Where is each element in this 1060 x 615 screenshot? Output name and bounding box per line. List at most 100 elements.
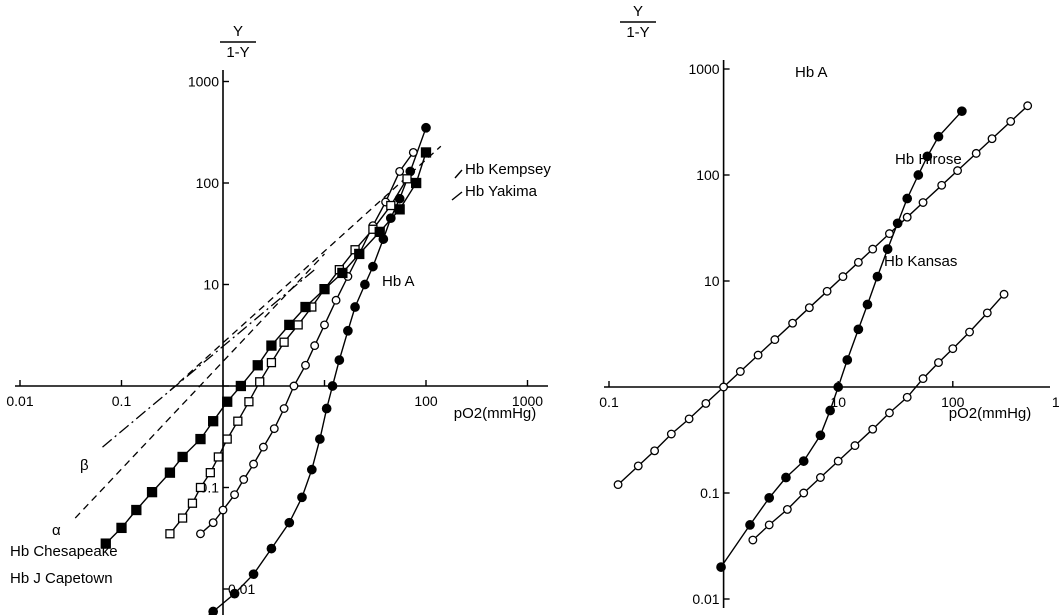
left-axes: 0.01 0.1 100 10000.010.1101001000pO2(mmHg)Y…	[6, 23, 548, 615]
left-point-hb-a-8	[315, 434, 325, 444]
left-point-hb-kempsey-18	[394, 204, 405, 215]
right-point-hb-hirose-11	[804, 303, 814, 313]
right-point-hb-hirose-20	[953, 166, 962, 176]
left-series-line-hb-kempsey	[105, 152, 427, 545]
right-point-hb-hirose-3	[666, 429, 676, 439]
left-point-hb-chesapeake-4	[205, 468, 215, 478]
right-y-axis-label-denominator: 1-Y	[626, 24, 649, 41]
left-y-axis-label-numerator: Y	[233, 23, 243, 40]
right-point-hb-a-0	[716, 562, 726, 572]
left-reference-line-	[74, 253, 325, 519]
left-point-hb-chesapeake-0	[165, 529, 175, 539]
right-series-label-hb-a: Hb A	[795, 64, 828, 81]
left-point-hb-j-capetown-1	[208, 518, 218, 528]
left-point-hb-kempsey-0	[100, 538, 111, 549]
left-point-hb-j-capetown-0	[196, 529, 205, 539]
right-point-hb-kansas-11	[934, 358, 943, 368]
left-point-hb-chesapeake-9	[255, 377, 265, 387]
right-point-hb-a-11	[872, 271, 883, 282]
right-point-hb-hirose-21	[971, 148, 981, 158]
left-series-label-hb-a: Hb A	[382, 273, 415, 290]
right-point-hb-a-2	[764, 493, 775, 503]
left-point-hb-j-capetown-9	[289, 381, 299, 391]
right-y-tick-label-0-01: 0.01	[692, 591, 719, 607]
right-point-hb-kansas-7	[868, 424, 878, 434]
left-point-hb-a-9	[321, 403, 332, 414]
right-x-axis-label: pO2(mmHg)	[949, 405, 1032, 422]
left-point-hb-kempsey-3	[146, 486, 158, 498]
right-point-hb-kansas-12	[948, 344, 958, 354]
right-point-hb-hirose-10	[788, 318, 798, 328]
right-point-hb-kansas-10	[918, 374, 928, 384]
right-point-hb-kansas-0	[748, 535, 758, 545]
right-y-tick-label-0-1: 0.1	[700, 485, 720, 501]
right-y-tick-label-10: 10	[704, 273, 720, 289]
left-point-hb-chesapeake-11	[279, 337, 289, 347]
right-point-hb-a-12	[882, 244, 893, 254]
left-point-hb-kempsey-7	[208, 416, 219, 427]
right-point-hb-a-14	[902, 193, 913, 204]
right-point-hb-a-17	[933, 131, 944, 142]
left-hill-plot: 0.01 0.1 100 10000.010.1101001000pO2(mmHg)Y…	[6, 23, 551, 615]
left-series-label-alpha: α	[52, 522, 61, 539]
left-point-hb-j-capetown-19	[408, 147, 418, 157]
left-point-hb-chesapeake-18	[386, 200, 396, 211]
left-point-hb-kempsey-14	[319, 283, 330, 295]
left-point-hb-a-7	[306, 464, 317, 475]
right-y-tick-label-100: 100	[696, 167, 720, 183]
right-point-hb-kansas-5	[833, 456, 843, 466]
left-point-hb-a-1	[208, 606, 219, 615]
right-point-hb-a-8	[842, 355, 853, 365]
right-point-hb-a-9	[853, 324, 864, 335]
right-point-hb-hirose-9	[770, 335, 780, 345]
right-point-hb-kansas-3	[799, 488, 809, 498]
right-series-label-hb-hirose: Hb Hirose	[895, 151, 962, 168]
left-series-label-hb-kempsey: Hb Kempsey	[465, 161, 551, 178]
left-point-hb-kempsey-8	[222, 396, 233, 407]
left-point-hb-kempsey-5	[177, 451, 188, 463]
left-point-hb-kempsey-1	[116, 522, 127, 534]
right-points	[613, 101, 1033, 572]
right-point-hb-hirose-7	[735, 367, 745, 376]
right-point-hb-hirose-16	[884, 229, 894, 239]
left-series-line-hb-j-capetown	[200, 151, 414, 535]
right-point-hb-a-7	[833, 382, 844, 392]
left-point-hb-chesapeake-2	[187, 498, 198, 508]
left-point-hb-kempsey-15	[337, 267, 348, 279]
left-series-label-hb-yakima: Hb Yakima	[465, 183, 538, 200]
right-point-hb-kansas-1	[764, 520, 774, 530]
left-point-hb-j-capetown-8	[279, 404, 289, 413]
right-point-hb-hirose-8	[753, 350, 763, 360]
left-point-hb-a-11	[334, 355, 345, 365]
right-point-hb-hirose-19	[937, 180, 947, 190]
left-series-label-hb-j-capetown: Hb J Capetown	[10, 570, 113, 587]
left-point-hb-a-17	[385, 213, 396, 224]
left-point-hb-j-capetown-12	[320, 320, 329, 330]
right-point-hb-a-3	[781, 472, 791, 483]
right-axes: 0.11010010000.010.1101001000pO2(mmHg)Y1-…	[599, 3, 1060, 608]
left-point-hb-chesapeake-8	[244, 397, 254, 407]
left-point-hb-chesapeake-12	[293, 320, 303, 330]
left-point-hb-kempsey-10	[252, 360, 263, 371]
right-point-hb-a-5	[815, 430, 826, 441]
left-leader-hb-yakima	[451, 191, 463, 201]
left-point-hb-j-capetown-11	[310, 341, 320, 351]
right-point-hb-a-6	[825, 405, 835, 416]
left-y-tick-label-10: 10	[203, 277, 219, 293]
right-point-hb-hirose-2	[650, 446, 660, 456]
right-x-tick-label-100: 100	[941, 394, 965, 410]
left-reference-line-	[102, 269, 316, 448]
left-point-hb-kempsey-9	[235, 380, 247, 392]
right-point-hb-kansas-15	[999, 289, 1009, 299]
left-leader-hb-kempsey	[454, 169, 463, 179]
left-point-hb-j-capetown-2	[218, 505, 228, 515]
right-point-hb-hirose-13	[838, 272, 848, 282]
left-x-axis-label: pO2(mmHg)	[454, 405, 537, 422]
right-point-hb-hirose-24	[1023, 101, 1033, 111]
right-series-line-hb-kansas	[752, 293, 1005, 541]
left-point-hb-a-14	[360, 279, 370, 290]
right-point-hb-a-13	[892, 218, 903, 229]
left-point-hb-kempsey-6	[195, 433, 206, 445]
right-x-tick-label-0-1: 0.1	[599, 394, 619, 410]
